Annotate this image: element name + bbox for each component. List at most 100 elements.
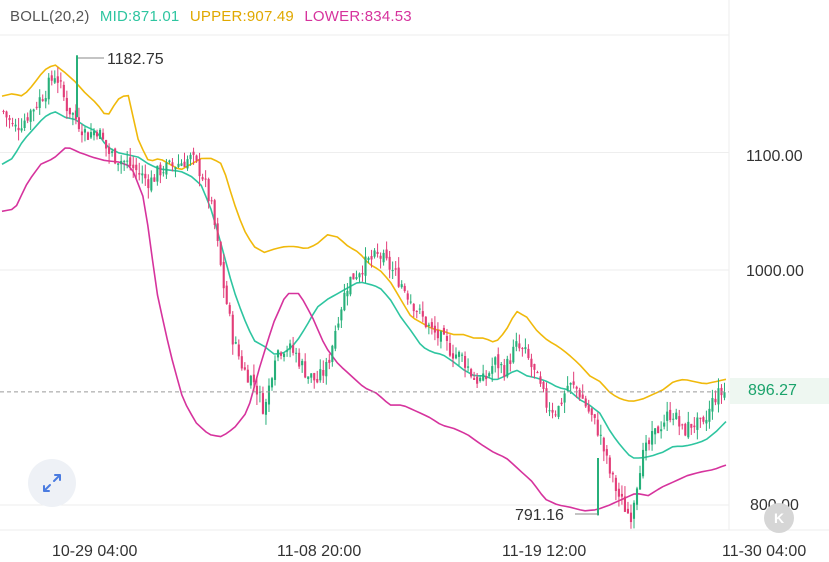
- candle-body: [388, 256, 391, 270]
- candle-body: [313, 373, 316, 381]
- candle-body: [5, 111, 8, 118]
- candle-body: [62, 84, 65, 98]
- candle-body: [705, 419, 708, 424]
- candle-body: [518, 343, 521, 349]
- candle-body: [479, 377, 482, 382]
- k-logo-icon: K: [764, 503, 794, 533]
- candle-body: [385, 249, 388, 259]
- candle-body: [451, 353, 455, 359]
- candle-body: [693, 425, 696, 428]
- candle-body: [337, 323, 340, 328]
- candle-body: [204, 178, 207, 180]
- candle-body: [427, 324, 430, 326]
- candle-body: [307, 376, 310, 380]
- candle-body: [400, 284, 403, 288]
- candle-body: [243, 367, 246, 370]
- candle-body: [68, 107, 71, 115]
- candle-body: [620, 493, 623, 497]
- chart-grid: [0, 34, 829, 531]
- candle-body: [141, 173, 144, 176]
- candle-body: [605, 449, 608, 456]
- candle-body: [147, 179, 150, 189]
- candle-body: [506, 358, 509, 377]
- candle-body: [95, 132, 99, 137]
- candle-body: [276, 350, 280, 358]
- candle-body: [717, 388, 720, 405]
- candle-body: [379, 255, 382, 259]
- x-tick-label: 10-29 04:00: [52, 543, 138, 560]
- y-axis: 1100.00 1000.00 800.00: [746, 148, 804, 514]
- upper-value: UPPER:907.49: [189, 8, 294, 25]
- y-tick-label: 1000.00: [746, 263, 804, 280]
- candle-body: [509, 360, 512, 364]
- candle-body: [457, 351, 461, 357]
- candle-body: [494, 357, 497, 365]
- candle-body: [421, 311, 424, 317]
- candle-body: [584, 398, 587, 407]
- candle-body: [370, 256, 373, 260]
- candle-body: [666, 411, 669, 421]
- x-tick-label: 11-19 12:00: [502, 543, 586, 560]
- candle-body: [623, 496, 626, 512]
- candle-body: [424, 316, 427, 328]
- current-price-tag: 896.27: [730, 378, 829, 404]
- candle-body: [156, 165, 159, 182]
- candle-body: [672, 418, 675, 420]
- candle-body: [35, 106, 38, 108]
- candle-body: [105, 139, 108, 149]
- candle-body: [123, 161, 126, 163]
- candle-body: [264, 401, 268, 415]
- candle-body: [174, 167, 177, 170]
- candle-body: [355, 277, 358, 279]
- candle-body: [228, 305, 231, 314]
- candle-body: [442, 327, 445, 335]
- candle-body: [210, 200, 213, 202]
- candle-body: [533, 364, 536, 370]
- candle-body: [56, 76, 59, 83]
- candle-body: [436, 329, 439, 339]
- candle-body: [29, 110, 32, 122]
- candle-body: [448, 342, 452, 356]
- candle-body: [491, 366, 494, 374]
- candle-body: [92, 131, 96, 136]
- candle-body: [44, 98, 47, 102]
- candle-body: [219, 241, 222, 265]
- expand-arrows-icon: [43, 474, 61, 492]
- candle-body: [126, 160, 129, 162]
- indicator-legend[interactable]: BOLL(20,2) MID:871.01 UPPER:907.49 LOWER…: [10, 8, 418, 25]
- candle-body: [635, 488, 639, 505]
- mid-value: MID:871.01: [99, 8, 180, 25]
- candle-body: [657, 426, 660, 434]
- candle-body: [632, 502, 636, 519]
- candle-body: [189, 154, 192, 160]
- candle-body: [59, 80, 62, 82]
- candle-body: [246, 369, 249, 383]
- candle-body: [394, 268, 397, 270]
- candle-body: [418, 308, 421, 310]
- candle-body: [512, 346, 515, 363]
- expand-chart-button[interactable]: [28, 459, 76, 507]
- candle-body: [102, 132, 105, 140]
- candle-body: [89, 132, 93, 138]
- candle-body: [563, 393, 566, 403]
- candle-body: [361, 272, 364, 275]
- candle-body: [545, 388, 548, 408]
- candle-body: [26, 117, 29, 121]
- candle-body: [316, 378, 319, 383]
- candle-body: [23, 120, 26, 129]
- low-label: 791.16: [515, 507, 564, 524]
- candle-body: [283, 353, 286, 358]
- candle-body: [159, 164, 162, 176]
- candle-body: [675, 412, 678, 420]
- candle-body: [678, 416, 681, 427]
- candle-body: [485, 376, 488, 380]
- candle-body: [171, 162, 174, 167]
- lower-value: LOWER:834.53: [304, 8, 412, 25]
- candle-body: [433, 325, 436, 333]
- candle-body: [539, 376, 542, 384]
- candle-body: [340, 309, 343, 321]
- candle-body: [334, 330, 337, 349]
- candle-body: [111, 151, 114, 153]
- candle-body: [476, 376, 479, 384]
